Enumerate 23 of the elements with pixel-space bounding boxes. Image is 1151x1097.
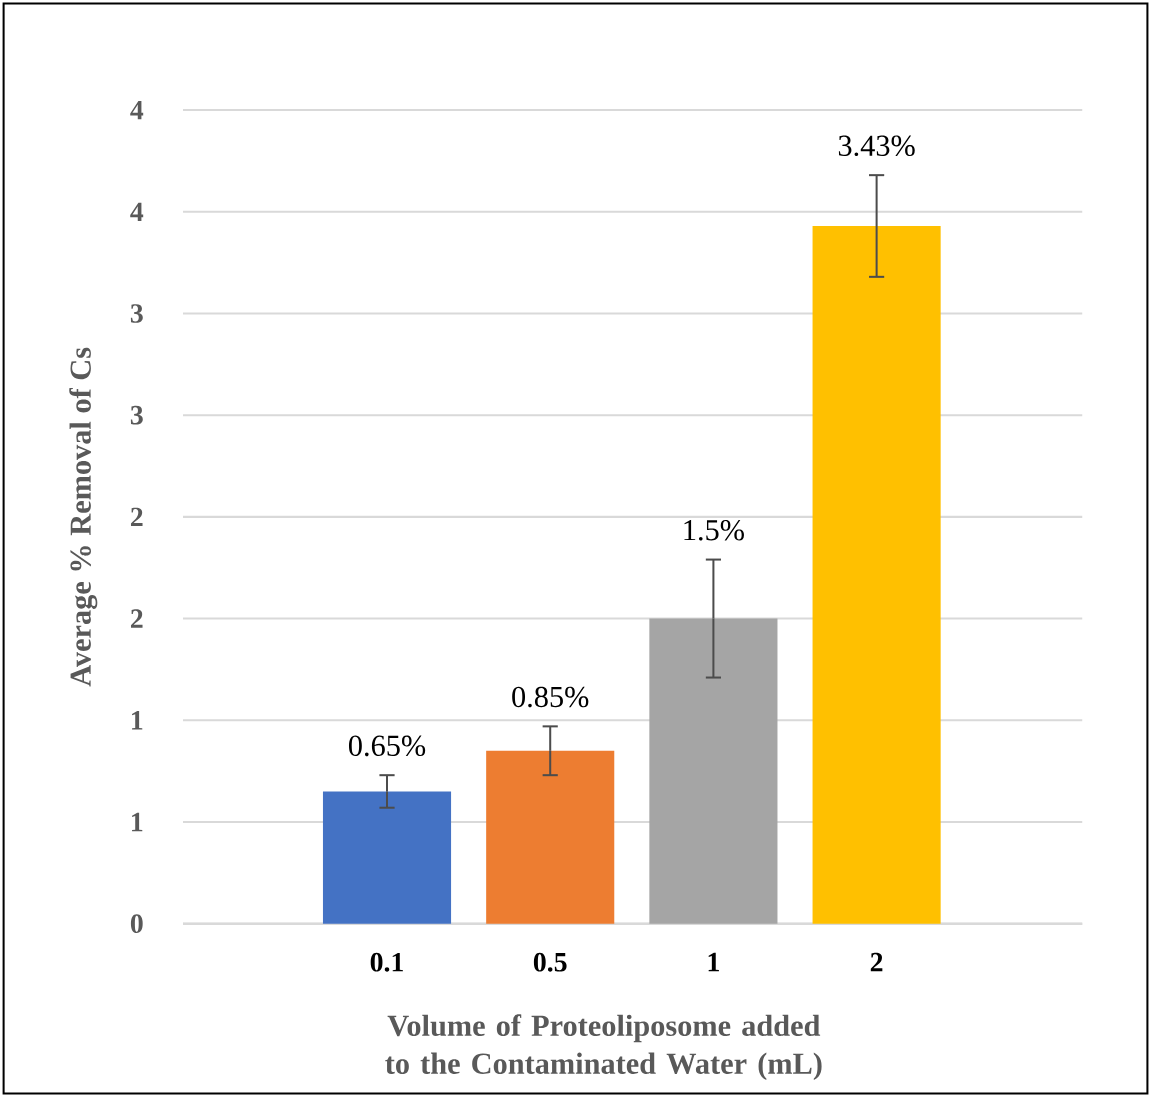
data-label: 1.5% xyxy=(684,519,744,541)
y-tick-label: 4 xyxy=(130,100,144,120)
y-tick-label: 4 xyxy=(130,202,144,221)
y-tick-label: 1 xyxy=(132,812,143,832)
y-tick-label: 2 xyxy=(130,609,143,628)
y-tick-label: 2 xyxy=(130,507,143,527)
bar xyxy=(486,750,615,924)
data-label: 3.43% xyxy=(838,135,915,157)
bar xyxy=(649,618,778,924)
data-label: 0.85% xyxy=(512,686,589,708)
y-axis-title: Average % Removal of Cs xyxy=(69,347,98,687)
y-tick-label: 3 xyxy=(130,405,143,425)
bar xyxy=(322,791,452,924)
y-tick-label: 0 xyxy=(130,914,143,934)
x-axis-title: Volume of Proteoliposome added to the Contaminated Water (mL) xyxy=(385,1014,822,1081)
x-tick-label: 0.5 xyxy=(533,952,567,972)
y-tick-label: 3 xyxy=(130,304,143,323)
x-tick-label: 0.1 xyxy=(370,952,403,972)
x-tick-label: 1 xyxy=(708,952,719,972)
data-label: 0.65% xyxy=(348,735,426,757)
bar xyxy=(812,225,941,924)
y-tick-label: 1 xyxy=(132,711,143,730)
x-tick-label: 2 xyxy=(870,952,883,972)
